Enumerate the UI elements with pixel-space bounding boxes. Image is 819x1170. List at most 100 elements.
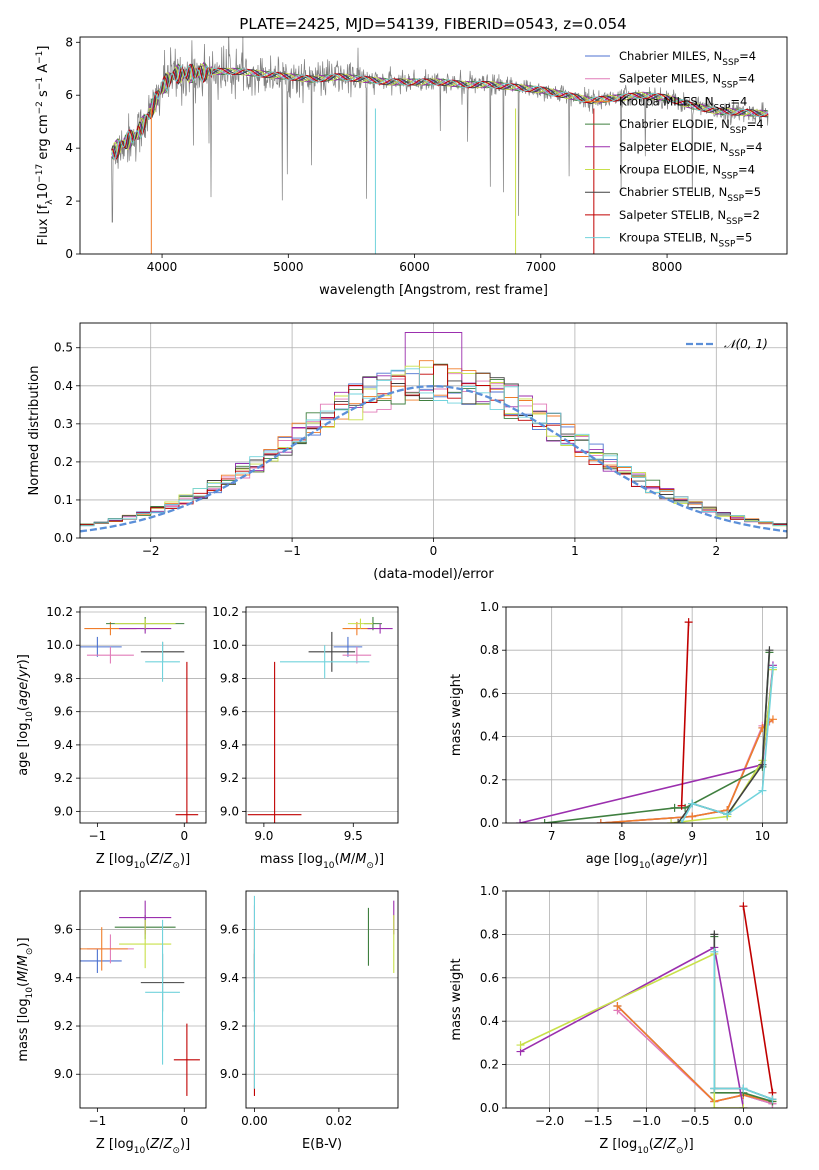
y-tick-label: 9.8 <box>220 671 239 685</box>
x-tick-label: 10 <box>755 829 770 843</box>
x-tick-label: 0.00 <box>241 1114 268 1128</box>
x-tick-label: 9.0 <box>254 829 273 843</box>
figure-title: PLATE=2425, MJD=54139, FIBERID=0543, z=0… <box>239 15 626 33</box>
legend-label-salpeter-elodie: Salpeter ELODIE, NSSP=4 <box>619 140 762 159</box>
y-tick-label: 9.0 <box>54 804 73 818</box>
x-tick-label: −1 <box>89 829 107 843</box>
plot-area-weight_vs_Z <box>516 902 777 1108</box>
y-tick-label: 9.0 <box>220 1067 239 1081</box>
weight-marker-chabrier-elodie <box>540 819 549 823</box>
y-tick-label: 9.2 <box>54 1019 73 1033</box>
y-tick-label: 0.8 <box>480 643 499 657</box>
axes-frame <box>79 36 788 255</box>
x-tick-label: 8000 <box>652 260 683 274</box>
y-tick-label: 10.0 <box>212 638 239 652</box>
x-axis-label: Z [log10(Z/Z⊙)] <box>599 1137 693 1156</box>
gaussian-reference-line <box>80 385 787 533</box>
weight-marker-chabrier-elodie <box>670 803 679 812</box>
y-tick-label: 9.2 <box>54 771 73 785</box>
spectrum-model-salpeter-elodie <box>111 61 769 158</box>
panel-age_vs_mass: 9.0 9.5 9.0 9.2 9.4 9.6 9.8 10.0 10.2 mass [log10… <box>212 605 399 871</box>
weight-line-kroupa-stelib <box>713 951 773 1101</box>
y-tick-label: 9.4 <box>54 971 73 985</box>
axes-frame <box>505 606 788 824</box>
point-kroupa-miles <box>342 621 372 636</box>
weight-marker-salpeter-stelib <box>684 618 693 627</box>
weight-marker-kroupa-stelib <box>723 810 732 819</box>
x-tick-label: 1 <box>571 544 579 558</box>
weight-marker-salpeter-stelib <box>739 902 748 911</box>
point-kroupa-miles <box>80 927 128 971</box>
x-axis-label: wavelength [Angstrom, rest frame] <box>319 283 548 298</box>
y-tick-label: 0.1 <box>54 493 73 507</box>
weight-marker-kroupa-stelib <box>710 1084 719 1093</box>
x-tick-label: 0 <box>430 544 438 558</box>
weight-marker-kroupa-miles <box>596 819 605 823</box>
point-salpeter-stelib <box>247 661 302 823</box>
spectrum-legend: Chabrier MILES, NSSP=4 Salpeter MILES, NS… <box>585 49 764 250</box>
panel-age_vs_Z: −1 0 9.0 9.2 9.4 9.6 9.8 10.0 10.2 Z [log10(Z/Z⊙)… <box>16 605 207 871</box>
weight-marker-kroupa-elodie <box>667 819 676 823</box>
y-tick-label: 0.0 <box>54 531 73 545</box>
point-kroupa-elodie <box>114 618 176 629</box>
y-tick-label: 8 <box>65 35 73 49</box>
x-tick-label: −2 <box>142 544 160 558</box>
weight-marker-salpeter-elodie <box>516 819 525 823</box>
weight-marker-kroupa-stelib <box>768 663 777 672</box>
axes-frame <box>245 606 399 824</box>
weight-marker-chabrier-stelib <box>765 646 774 655</box>
point-chabrier-stelib <box>308 631 356 672</box>
x-axis-label: mass [log10(M/M⊙)] <box>260 852 384 871</box>
weight-marker-salpeter-stelib <box>677 801 686 810</box>
weight-marker-kroupa-elodie <box>516 1041 525 1050</box>
plot-area-mass_vs_ebv <box>253 895 395 1096</box>
axes-frame <box>79 606 207 824</box>
y-axis-label: Flux [fλ10−17 erg cm−2 s−1 A−1] <box>35 46 55 246</box>
y-axis-label: mass weight <box>449 674 464 756</box>
y-tick-label: 9.4 <box>220 971 239 985</box>
weight-marker-kroupa-miles <box>613 1002 622 1011</box>
grid-age_vs_mass <box>246 611 398 812</box>
y-tick-label: 9.6 <box>54 705 73 719</box>
weight-marker-kroupa-miles <box>768 715 777 724</box>
x-axis-label: Z [log10(Z/Z⊙)] <box>96 852 190 871</box>
x-tick-label: 8 <box>618 829 626 843</box>
x-axis-label: (data-model)/error <box>373 567 494 582</box>
x-tick-label: 0.02 <box>326 1114 353 1128</box>
point-kroupa-stelib <box>279 645 370 679</box>
weight-marker-kroupa-stelib <box>758 786 767 795</box>
y-tick-label: 9.8 <box>54 671 73 685</box>
x-axis-label: Z [log10(Z/Z⊙)] <box>96 1137 190 1156</box>
panel-mass_vs_Z: −1 0 9.0 9.2 9.4 9.6 Z [log10(Z/Z⊙)] mass [log1… <box>16 890 207 1156</box>
weight-line-salpeter-stelib <box>742 906 774 1093</box>
spectrum-model-kroupa-stelib <box>111 64 769 160</box>
x-tick-label: 0 <box>180 1114 188 1128</box>
plot-area-age_vs_Z <box>80 616 199 823</box>
plot-area-residuals <box>80 332 787 538</box>
y-tick-label: 9.0 <box>220 804 239 818</box>
weight-marker-chabrier-stelib <box>674 819 683 823</box>
y-tick-label: 0.2 <box>480 773 499 787</box>
x-tick-label: 5000 <box>273 260 304 274</box>
plot-area-spectrum <box>111 37 769 254</box>
y-tick-label: 0.5 <box>54 341 73 355</box>
x-tick-label: −0.5 <box>680 1114 709 1128</box>
weight-line-salpeter-stelib <box>680 622 690 806</box>
plot-area-age_vs_mass <box>247 616 393 823</box>
y-tick-label: 10.0 <box>46 638 73 652</box>
y-tick-label: 0.8 <box>480 927 499 941</box>
panel-weight_vs_Z: −2.0 −1.5 −1.0 −0.5 0.0 0.0 0.2 0.4 0.6 0.8 1.0 Z [… <box>449 884 788 1156</box>
legend-label-kroupa-stelib: Kroupa STELIB, NSSP=5 <box>619 231 752 250</box>
x-tick-label: −1 <box>283 544 301 558</box>
grid-weight_vs_Z <box>506 890 787 1109</box>
point-salpeter-miles <box>86 646 134 664</box>
x-axis-label: age [log10(age/yr)] <box>586 852 708 871</box>
point-salpeter-miles <box>342 646 372 664</box>
legend-label-gaussian: 𝒩(0, 1) <box>724 337 768 351</box>
weight-marker-kroupa-stelib <box>677 819 686 823</box>
y-tick-label: 0 <box>65 247 73 261</box>
x-tick-label: 0.0 <box>734 1114 753 1128</box>
weight-marker-kroupa-stelib <box>739 1084 748 1093</box>
y-tick-label: 9.0 <box>54 1067 73 1081</box>
